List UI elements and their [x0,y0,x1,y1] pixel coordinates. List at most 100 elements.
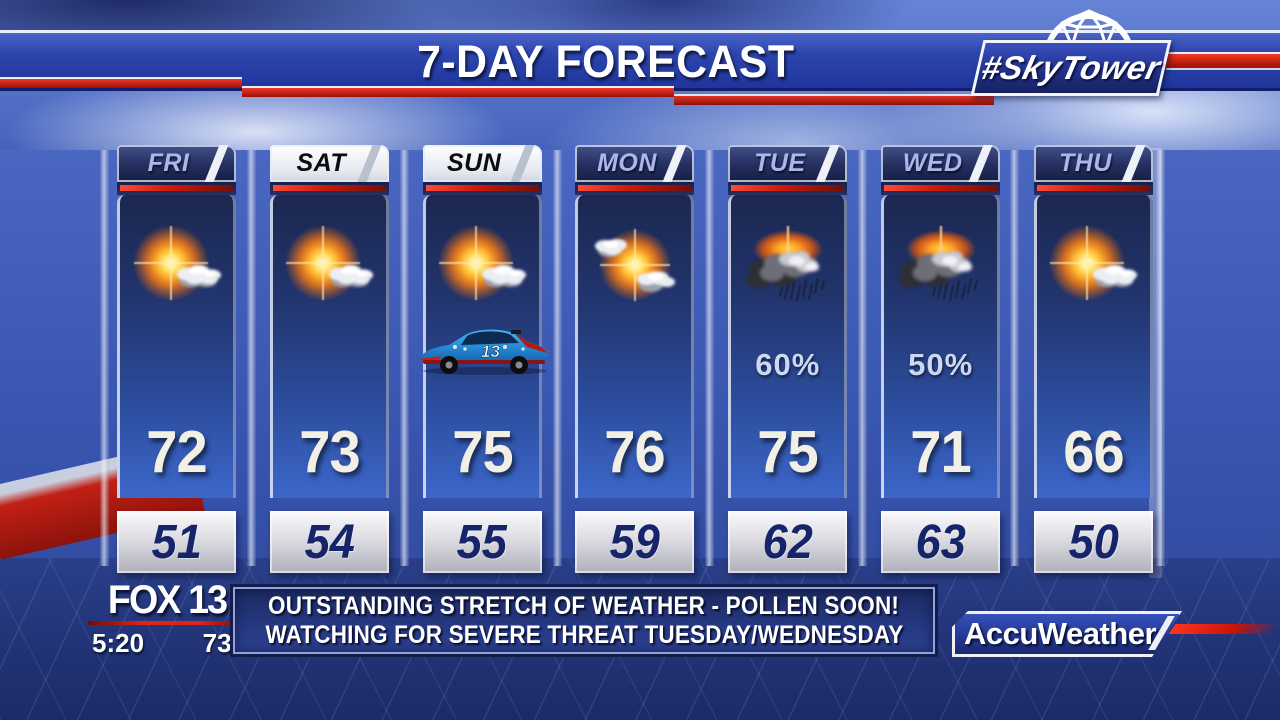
mostly-sunny-icon [438,225,527,301]
high-temp: 66 [1063,419,1124,485]
low-temp-box: 54 [269,511,389,573]
day-panel: 50% 71 [881,195,1001,498]
low-temp-box: 59 [575,511,695,573]
precip-chance: 60% [755,347,821,382]
weather-icon-slot [1041,223,1145,319]
mostly-sunny-icon [285,225,374,301]
day-label: TUE [754,149,806,177]
clock-time: 5:20 [92,628,145,658]
pillar-divider [400,150,409,566]
day-panel: 76 [575,195,695,498]
day-label: FRI [147,149,190,177]
pillar-divider [100,150,109,566]
high-temp: 76 [604,419,666,485]
low-temp: 51 [151,515,202,569]
day-header-tab: FRI [117,145,236,182]
low-temp-box: 50 [1033,511,1153,573]
forecast-column-sun: SUN [418,145,548,573]
page-title: 7-DAY FORECAST [417,36,795,87]
day-panel: 73 [269,195,389,498]
high-temp: 72 [146,419,207,485]
day-label: SAT [296,149,347,177]
forecast-column-thu: THU 66 [1033,145,1153,573]
banner-red-stripe-mid [242,86,674,97]
tab-red-stripe [1033,182,1153,195]
day-panel: 72 [117,195,236,498]
weather-icon-slot [125,223,229,319]
skytower-logo-text: #SkyTower [978,49,1165,86]
day-panel: 66 [1033,195,1153,498]
day-label: MON [597,149,657,177]
weather-icon-slot [430,223,534,319]
low-temp-box: 63 [881,511,1001,573]
pillar-divider [247,150,256,566]
tab-red-stripe [575,182,695,195]
mostly-sunny-icon [132,225,221,301]
day-label: WED [902,149,963,177]
low-temp: 54 [304,515,355,569]
forecast-column-sat: SAT 73 [269,145,389,573]
station-logo: FOX 13 [107,578,228,622]
tab-red-stripe [881,182,1001,195]
low-temp: 59 [609,515,661,569]
overlay-slot: 13 [415,321,555,382]
weather-icon-slot [736,223,840,319]
low-temp-box: 55 [422,511,542,573]
high-temp: 73 [299,419,360,485]
tab-red-stripe [269,182,389,195]
low-temp: 50 [1068,515,1119,569]
scattered-storms-icon [898,226,978,302]
pillar-divider [857,150,867,566]
station-logo-underline [88,621,246,625]
forecast-column-tue: TUE 60% 7 [728,145,848,573]
partly-cloudy-icon [594,229,675,301]
studio-right-panel [1149,148,1280,578]
low-temp: 62 [762,515,813,569]
day-label: THU [1059,149,1112,177]
race-car-image: 13 [418,329,548,375]
skytower-logo: #SkyTower [970,40,1172,96]
ticker-line-1: OUTSTANDING STRETCH OF WEATHER - POLLEN … [268,591,900,620]
banner-red-stripe-right [674,94,994,105]
station-bug: FOX 13 5:20 73° [88,580,246,659]
day-header-tab: SAT [269,145,389,182]
day-panel: 13 75 [418,195,548,498]
ticker-line-2: WATCHING FOR SEVERE THREAT TUESDAY/WEDNE… [265,620,903,649]
banner-red-stripe-left [0,77,242,88]
accuweather-logo-text: AccuWeather [963,616,1157,651]
day-header-tab: SUN [422,145,542,182]
pillar-divider [705,150,714,566]
scattered-storms-icon [745,226,825,302]
high-temp: 75 [451,419,513,485]
day-panel: 60% 75 [728,195,848,498]
low-temp-box: 51 [117,511,236,573]
low-temp-box: 62 [728,511,848,573]
svg-text:13: 13 [481,342,500,361]
pillar-divider [1156,150,1165,566]
pillar-divider [1010,150,1019,566]
high-temp: 71 [910,419,971,485]
day-label: SUN [447,149,502,177]
forecast-column-mon: MON 76 59 [575,145,695,573]
forecast-column-fri: FRI 72 [117,145,236,573]
tab-red-stripe [117,182,236,195]
weather-icon-slot [277,223,381,319]
low-temp: 63 [915,515,966,569]
tab-red-stripe [422,182,542,195]
forecast-column-wed: WED 50% 7 [881,145,1001,573]
tab-red-stripe [728,182,848,195]
weather-ticker: OUTSTANDING STRETCH OF WEATHER - POLLEN … [233,587,935,654]
accuweather-logo: AccuWeather [952,611,1182,657]
low-temp: 55 [457,515,508,569]
day-header-tab: TUE [728,145,848,182]
day-header-tab: WED [881,145,1001,182]
forecast-columns: FRI 72 [117,145,1153,573]
day-header-tab: THU [1033,145,1153,182]
pillar-divider [552,150,562,566]
skytower-red-stripe [1166,52,1280,70]
precip-chance: 50% [908,347,974,382]
day-header-tab: MON [575,145,695,182]
high-temp: 75 [757,419,819,485]
weather-icon-slot [889,223,993,319]
